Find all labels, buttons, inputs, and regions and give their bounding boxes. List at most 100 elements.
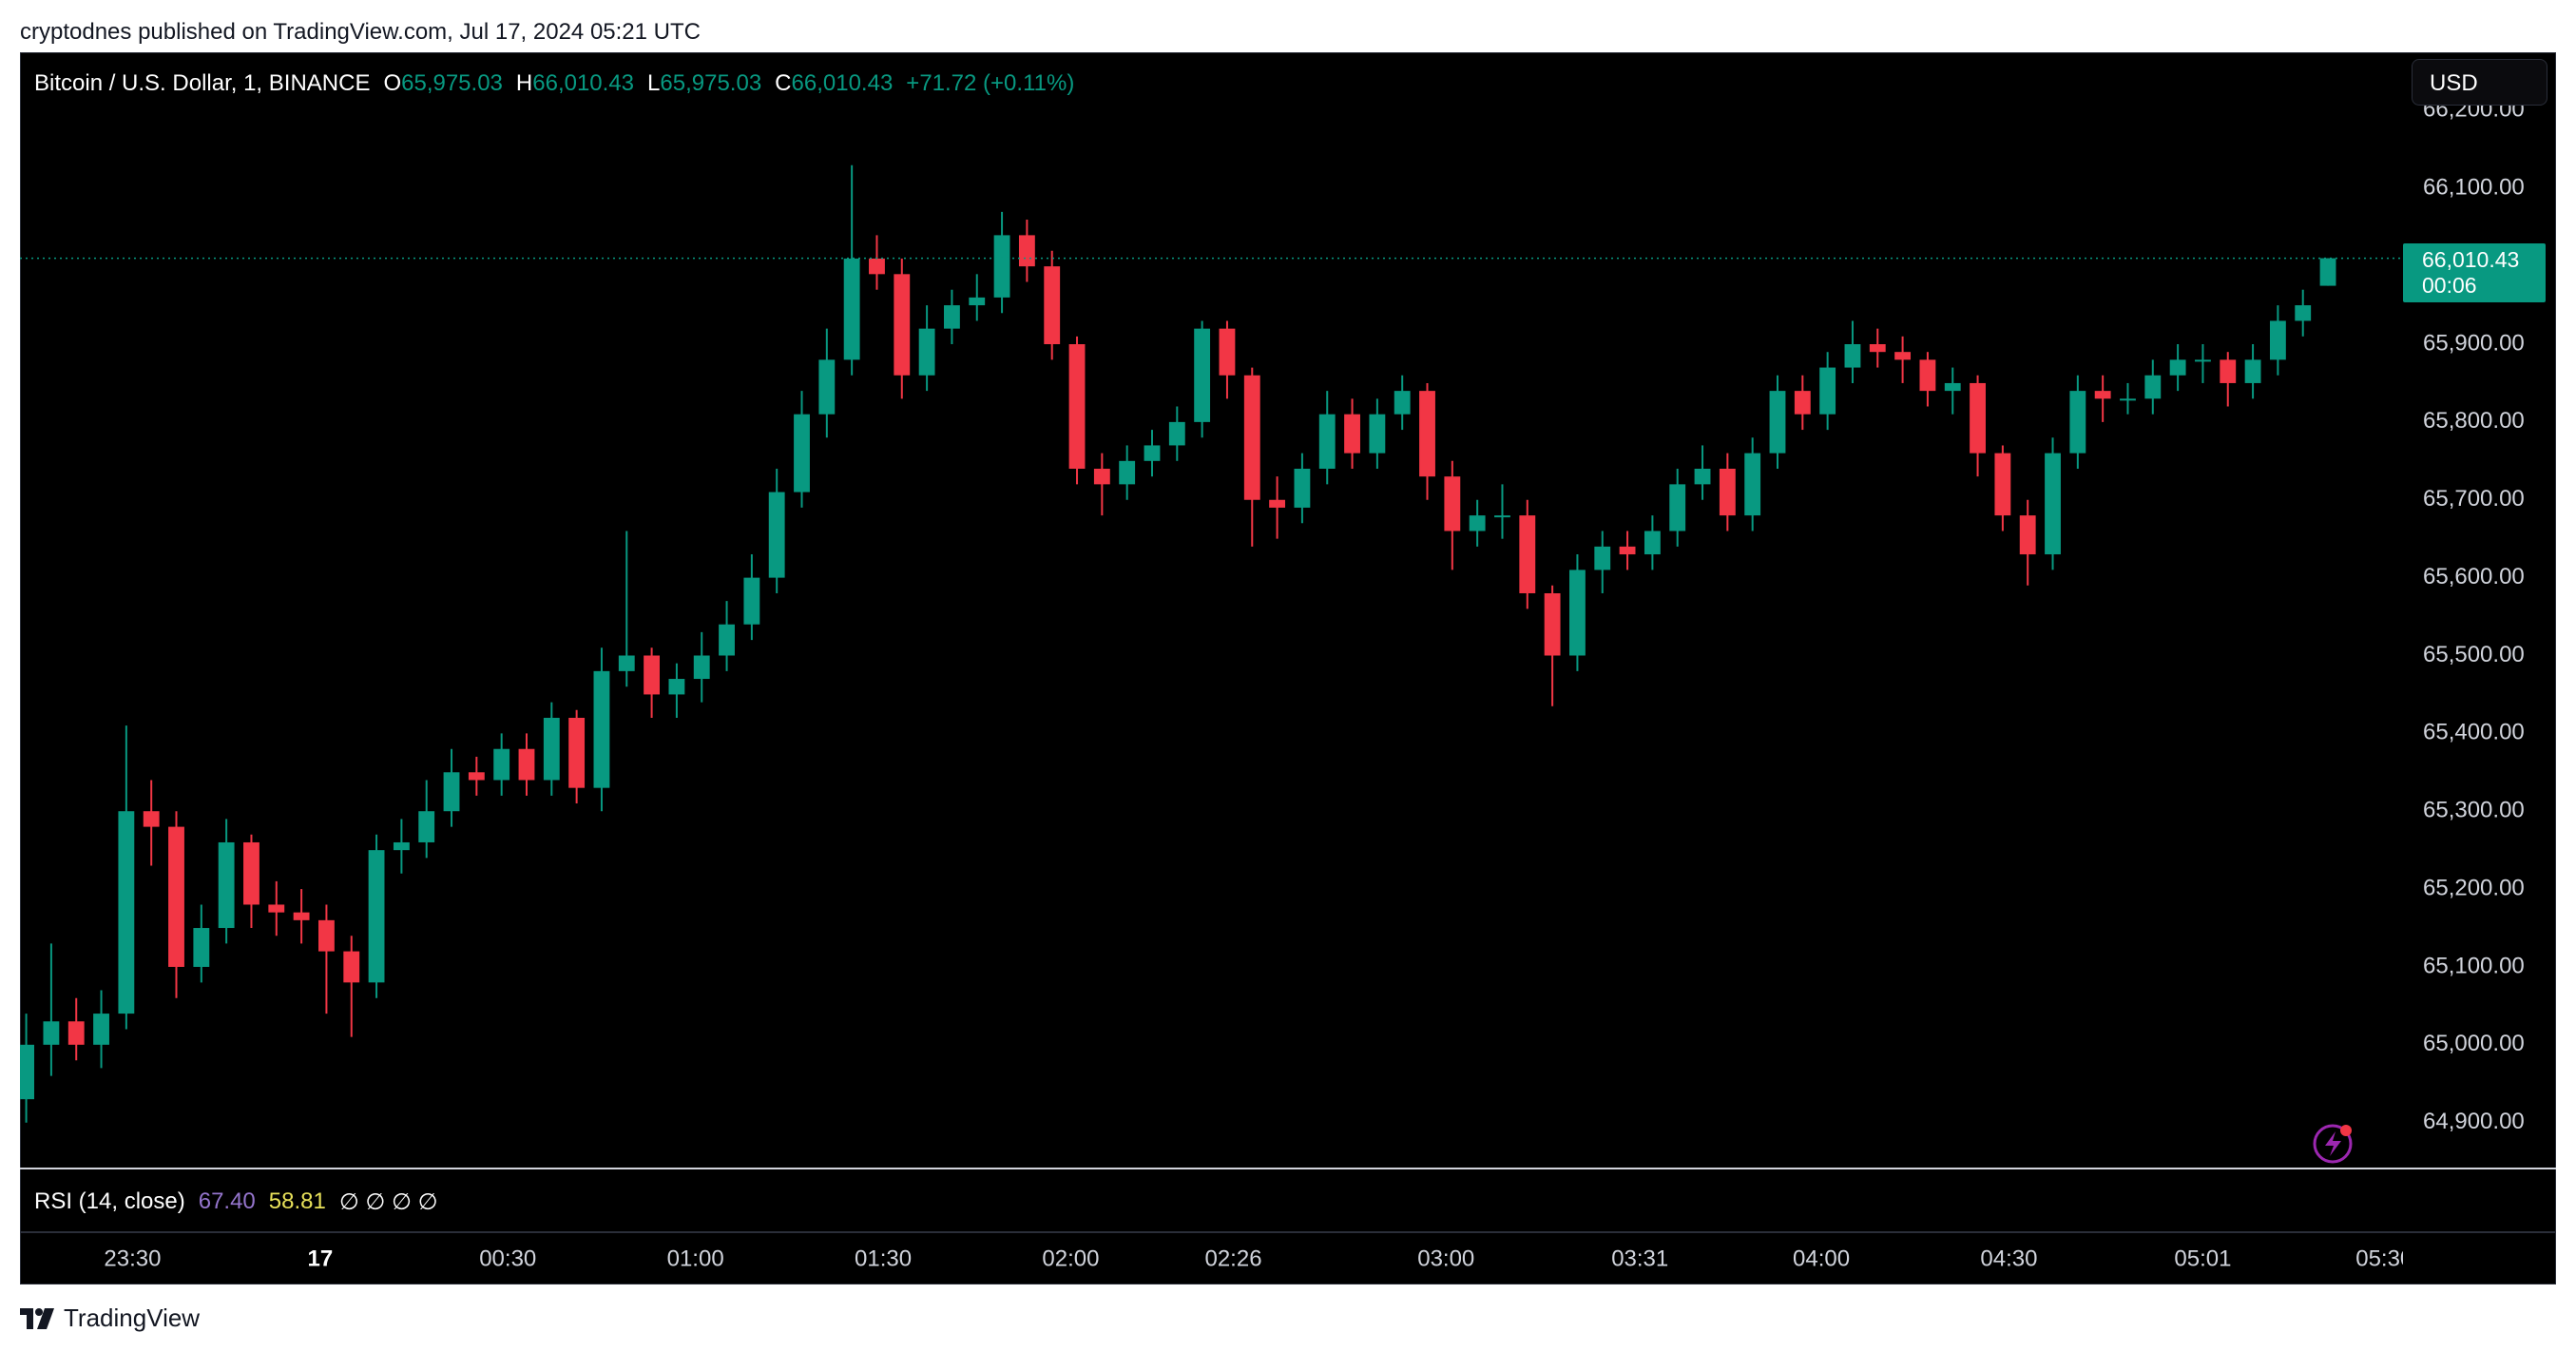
candle-body	[193, 928, 210, 967]
candle-body	[1419, 391, 1435, 477]
rsi-legend: RSI (14, close) 67.40 58.81 ∅ ∅ ∅ ∅	[34, 1188, 437, 1216]
ohlc-key: O	[383, 70, 402, 96]
candle-body	[1394, 391, 1411, 415]
y-tick-label: 64,900.00	[2423, 1109, 2525, 1134]
y-tick-label: 65,900.00	[2423, 330, 2525, 356]
candle-body	[1819, 367, 1836, 415]
candle-body	[218, 841, 235, 929]
last-price-label: 66,010.43 00:06	[2403, 242, 2546, 302]
x-tick-label: 23:30	[104, 1246, 161, 1271]
candle-body	[293, 912, 310, 920]
x-tick-label: 03:00	[1417, 1246, 1474, 1271]
candle-body	[243, 841, 260, 905]
candle-body	[518, 748, 535, 781]
publish-note: cryptodnes published on TradingView.com,…	[20, 19, 701, 45]
candle-body	[1344, 414, 1360, 454]
candle-body	[2319, 258, 2336, 286]
candle-body	[1669, 484, 1686, 531]
y-tick-label: 65,300.00	[2423, 798, 2525, 823]
candle-body	[843, 258, 860, 360]
candle-body	[2069, 391, 2086, 454]
candle-body	[944, 305, 960, 329]
candle-body	[168, 826, 184, 967]
candle-body	[143, 811, 160, 827]
candle-body	[93, 1014, 109, 1045]
candle-body	[443, 772, 460, 812]
candle-body	[993, 235, 1010, 298]
candle-body	[1144, 445, 1161, 461]
indicator-value: 67.40	[198, 1188, 256, 1214]
x-tick-label: 04:00	[1793, 1246, 1850, 1271]
alert-icon[interactable]	[2313, 1124, 2353, 1164]
candle-body	[1544, 592, 1561, 656]
candle-body	[2244, 359, 2261, 383]
candle-body	[693, 655, 710, 680]
candle-body	[2019, 515, 2036, 555]
y-tick-label: 65,700.00	[2423, 486, 2525, 512]
ohlc-key: L	[647, 70, 661, 96]
time-axis: 23:30 17 00:30 01:00 01:30 02:00 02:26 03:00 03:…	[104, 1246, 2403, 1271]
candle-body	[1369, 414, 1386, 454]
candle-body	[1519, 515, 1536, 593]
candle-body	[1919, 359, 1936, 392]
candle-body	[268, 904, 285, 913]
ohlc-key: C	[775, 70, 792, 96]
candle-body	[1318, 414, 1336, 469]
candle-body	[343, 951, 360, 983]
ohlc-value: 65,975.03	[401, 70, 503, 96]
candle-body	[1018, 235, 1035, 267]
candle-body	[1744, 453, 1761, 516]
countdown: 00:06	[2422, 272, 2477, 298]
x-tick-label: 01:00	[667, 1246, 724, 1271]
symbol-title: Bitcoin / U.S. Dollar, 1, BINANCE	[34, 70, 371, 96]
candle-body	[969, 297, 986, 306]
candle-body	[1844, 344, 1861, 368]
candle-body	[393, 841, 410, 851]
candle-body	[67, 1021, 85, 1045]
candle-body	[2195, 359, 2211, 362]
candle-body	[1093, 468, 1110, 485]
last-price: 66,010.43	[2422, 246, 2520, 272]
candle-body	[2094, 391, 2111, 399]
candle-body	[1219, 328, 1236, 376]
candle-body	[20, 1044, 35, 1100]
candle-body	[1444, 476, 1461, 531]
candle-body	[1619, 546, 1636, 555]
candle-body	[543, 717, 560, 781]
candle-body	[1494, 515, 1510, 518]
candle-body	[418, 811, 435, 842]
candle-body	[1644, 531, 1661, 555]
candle-body	[2144, 375, 2162, 399]
y-tick-label: 65,800.00	[2423, 408, 2525, 434]
candle-body	[869, 258, 885, 275]
candle-body	[1944, 382, 1961, 392]
candle-body	[1994, 453, 2011, 516]
candle-body	[1044, 266, 1061, 345]
candle-body	[1869, 344, 1886, 353]
candle-body	[1469, 515, 1486, 531]
x-tick-label: 05:01	[2174, 1246, 2231, 1271]
footer: TradingView	[20, 1304, 200, 1333]
candle-body	[1119, 460, 1136, 485]
indicator-values: 67.40 58.81	[199, 1188, 326, 1216]
change: +71.72 (+0.11%)	[906, 70, 1075, 96]
candle-body	[719, 624, 735, 656]
candle-body	[493, 748, 510, 781]
candles	[20, 164, 2403, 1123]
y-tick-label: 65,400.00	[2423, 720, 2525, 745]
candle-body	[1970, 382, 1986, 454]
y-tick-label: 65,100.00	[2423, 953, 2525, 978]
ohlc-values: O 65,975.03 H 66,010.43 L 65,975.03 C 66,010.43	[383, 70, 893, 97]
candle-body	[918, 328, 935, 376]
y-tick-label: 65,000.00	[2423, 1031, 2525, 1056]
candle-body	[2220, 359, 2237, 383]
x-tick-label: 02:26	[1204, 1246, 1261, 1271]
currency-button[interactable]: USD	[2412, 59, 2547, 106]
x-tick-label: 04:30	[1980, 1246, 2037, 1271]
candle-body	[318, 919, 335, 952]
candle-body	[1769, 391, 1786, 454]
ohlc-key: H	[515, 70, 533, 96]
candle-body	[1068, 344, 1086, 469]
